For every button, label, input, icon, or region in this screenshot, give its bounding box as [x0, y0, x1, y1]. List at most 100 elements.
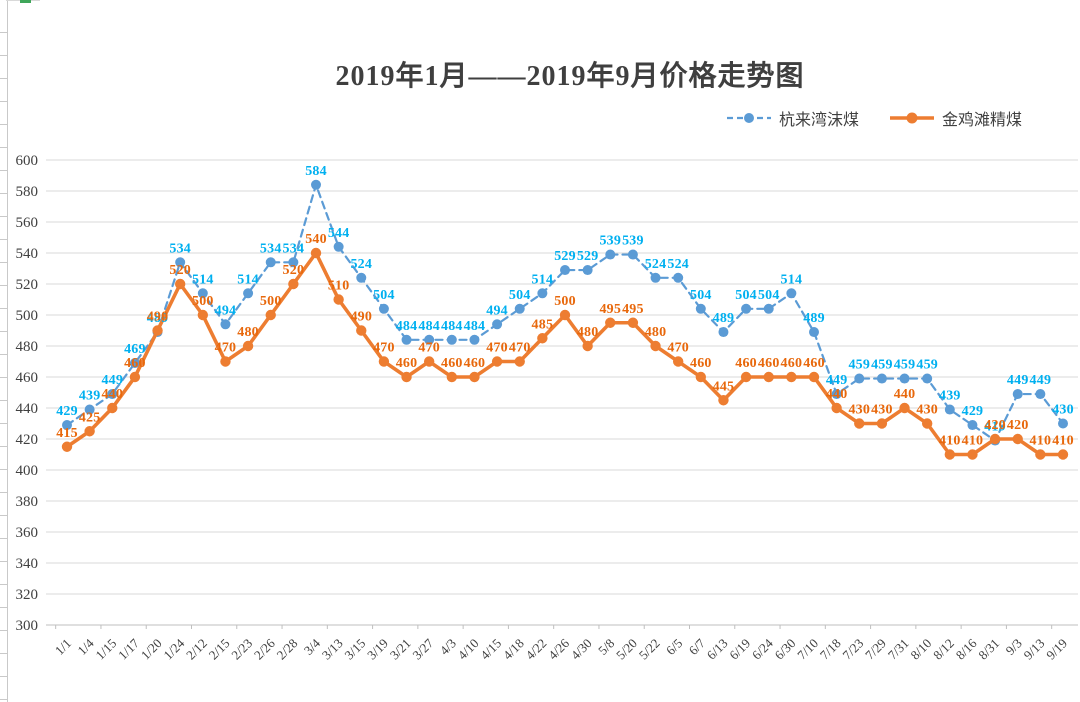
data-label: 460: [690, 356, 712, 371]
data-label: 520: [283, 263, 305, 278]
data-label: 459: [871, 358, 893, 373]
x-axis-label: 4/30: [568, 636, 595, 663]
data-point: [1035, 389, 1046, 400]
y-axis-tick-label: 300: [16, 618, 39, 634]
data-label: 504: [690, 288, 712, 303]
x-axis-label: 6/13: [704, 636, 731, 663]
data-label: 419: [984, 420, 1006, 435]
solid-line-dot-icon: [890, 112, 935, 124]
data-point: [944, 449, 956, 460]
y-axis-tick-label: 580: [16, 184, 39, 200]
data-label: 534: [260, 241, 282, 256]
x-axis-label: 8/12: [930, 636, 957, 663]
x-axis-label: 4/10: [455, 636, 482, 663]
data-point: [62, 420, 72, 431]
series-line-0: [65, 183, 1065, 442]
data-label: 449: [1007, 373, 1029, 388]
data-label: 489: [713, 311, 735, 326]
data-label: 504: [509, 288, 531, 303]
data-label: 489: [803, 311, 825, 326]
data-label: 480: [237, 325, 259, 340]
data-point: [84, 426, 95, 437]
data-point: [967, 449, 978, 460]
data-point: [537, 333, 548, 344]
data-label: 410: [962, 434, 984, 449]
data-point: [695, 303, 706, 314]
data-label: 490: [350, 310, 372, 325]
data-point: [265, 309, 276, 321]
y-axis-tick-label: 460: [16, 370, 39, 386]
x-axis-label: 8/16: [953, 635, 980, 662]
data-point: [1035, 449, 1046, 460]
data-label: 484: [396, 319, 418, 334]
data-point: [989, 433, 1001, 445]
data-label: 490: [147, 310, 169, 325]
data-point: [197, 288, 208, 299]
x-axis-label: 6/19: [726, 636, 753, 663]
data-point: [831, 402, 842, 414]
data-point: [559, 309, 571, 321]
data-point: [582, 265, 593, 276]
data-label: 495: [622, 302, 644, 317]
data-point: [152, 325, 163, 336]
x-axis-label: 7/31: [885, 636, 912, 663]
data-point: [650, 340, 661, 352]
data-label: 534: [283, 241, 305, 256]
x-axis-label: 4/15: [477, 636, 504, 663]
legend-item-jinjitan: 金鸡滩精煤: [889, 106, 1022, 130]
data-label: 430: [848, 403, 870, 418]
data-label: 470: [667, 341, 689, 356]
data-label: 420: [1007, 418, 1029, 433]
data-label: 544: [328, 226, 350, 241]
y-axis-tick-label: 540: [16, 246, 39, 262]
data-label: 430: [1052, 403, 1074, 418]
data-point: [808, 371, 820, 383]
data-label: 459: [848, 358, 870, 373]
data-point: [243, 288, 254, 299]
data-point: [627, 317, 639, 328]
x-axis-label: 2/28: [274, 636, 301, 663]
data-point: [627, 249, 638, 260]
data-label: 534: [169, 241, 191, 256]
data-label: 500: [554, 294, 576, 309]
x-axis-label: 3/15: [341, 636, 368, 663]
data-label: 514: [532, 272, 554, 287]
data-point: [740, 371, 752, 383]
data-point: [605, 317, 616, 328]
y-axis-tick-label: 480: [16, 339, 39, 355]
data-label: 470: [418, 341, 440, 356]
legend: 杭来湾沫煤 金鸡滩精煤: [726, 106, 1022, 130]
legend-item-hanglaiwan: 杭来湾沫煤: [726, 106, 859, 130]
y-axis-tick-label: 320: [16, 587, 39, 603]
y-axis-tick-label: 560: [16, 215, 39, 231]
data-point: [107, 402, 118, 414]
data-label: 459: [916, 358, 938, 373]
data-point: [61, 441, 73, 452]
data-label: 529: [577, 249, 599, 264]
data-point: [356, 325, 367, 336]
data-label: 429: [56, 404, 78, 419]
data-point: [311, 179, 321, 190]
data-point: [333, 241, 344, 252]
y-axis-tick-label: 360: [16, 525, 39, 541]
data-label: 440: [101, 387, 123, 402]
data-label: 470: [373, 341, 395, 356]
data-label: 529: [554, 249, 576, 264]
data-label: 470: [509, 341, 531, 356]
data-point: [1057, 449, 1069, 460]
data-label: 410: [939, 434, 961, 449]
data-label: 524: [645, 257, 667, 272]
data-label: 425: [79, 410, 101, 425]
data-point: [741, 303, 752, 314]
data-label: 484: [464, 319, 486, 334]
chart-title: 2019年1月——2019年9月价格走势图: [335, 61, 805, 92]
x-axis-label: 2/23: [228, 636, 255, 663]
data-point: [174, 278, 186, 290]
data-label: 494: [486, 303, 508, 318]
x-axis-label: 4/22: [523, 636, 550, 663]
data-point: [220, 319, 231, 330]
data-label: 484: [441, 319, 463, 334]
data-point: [492, 319, 503, 330]
x-axis-label: 4/26: [545, 635, 572, 662]
